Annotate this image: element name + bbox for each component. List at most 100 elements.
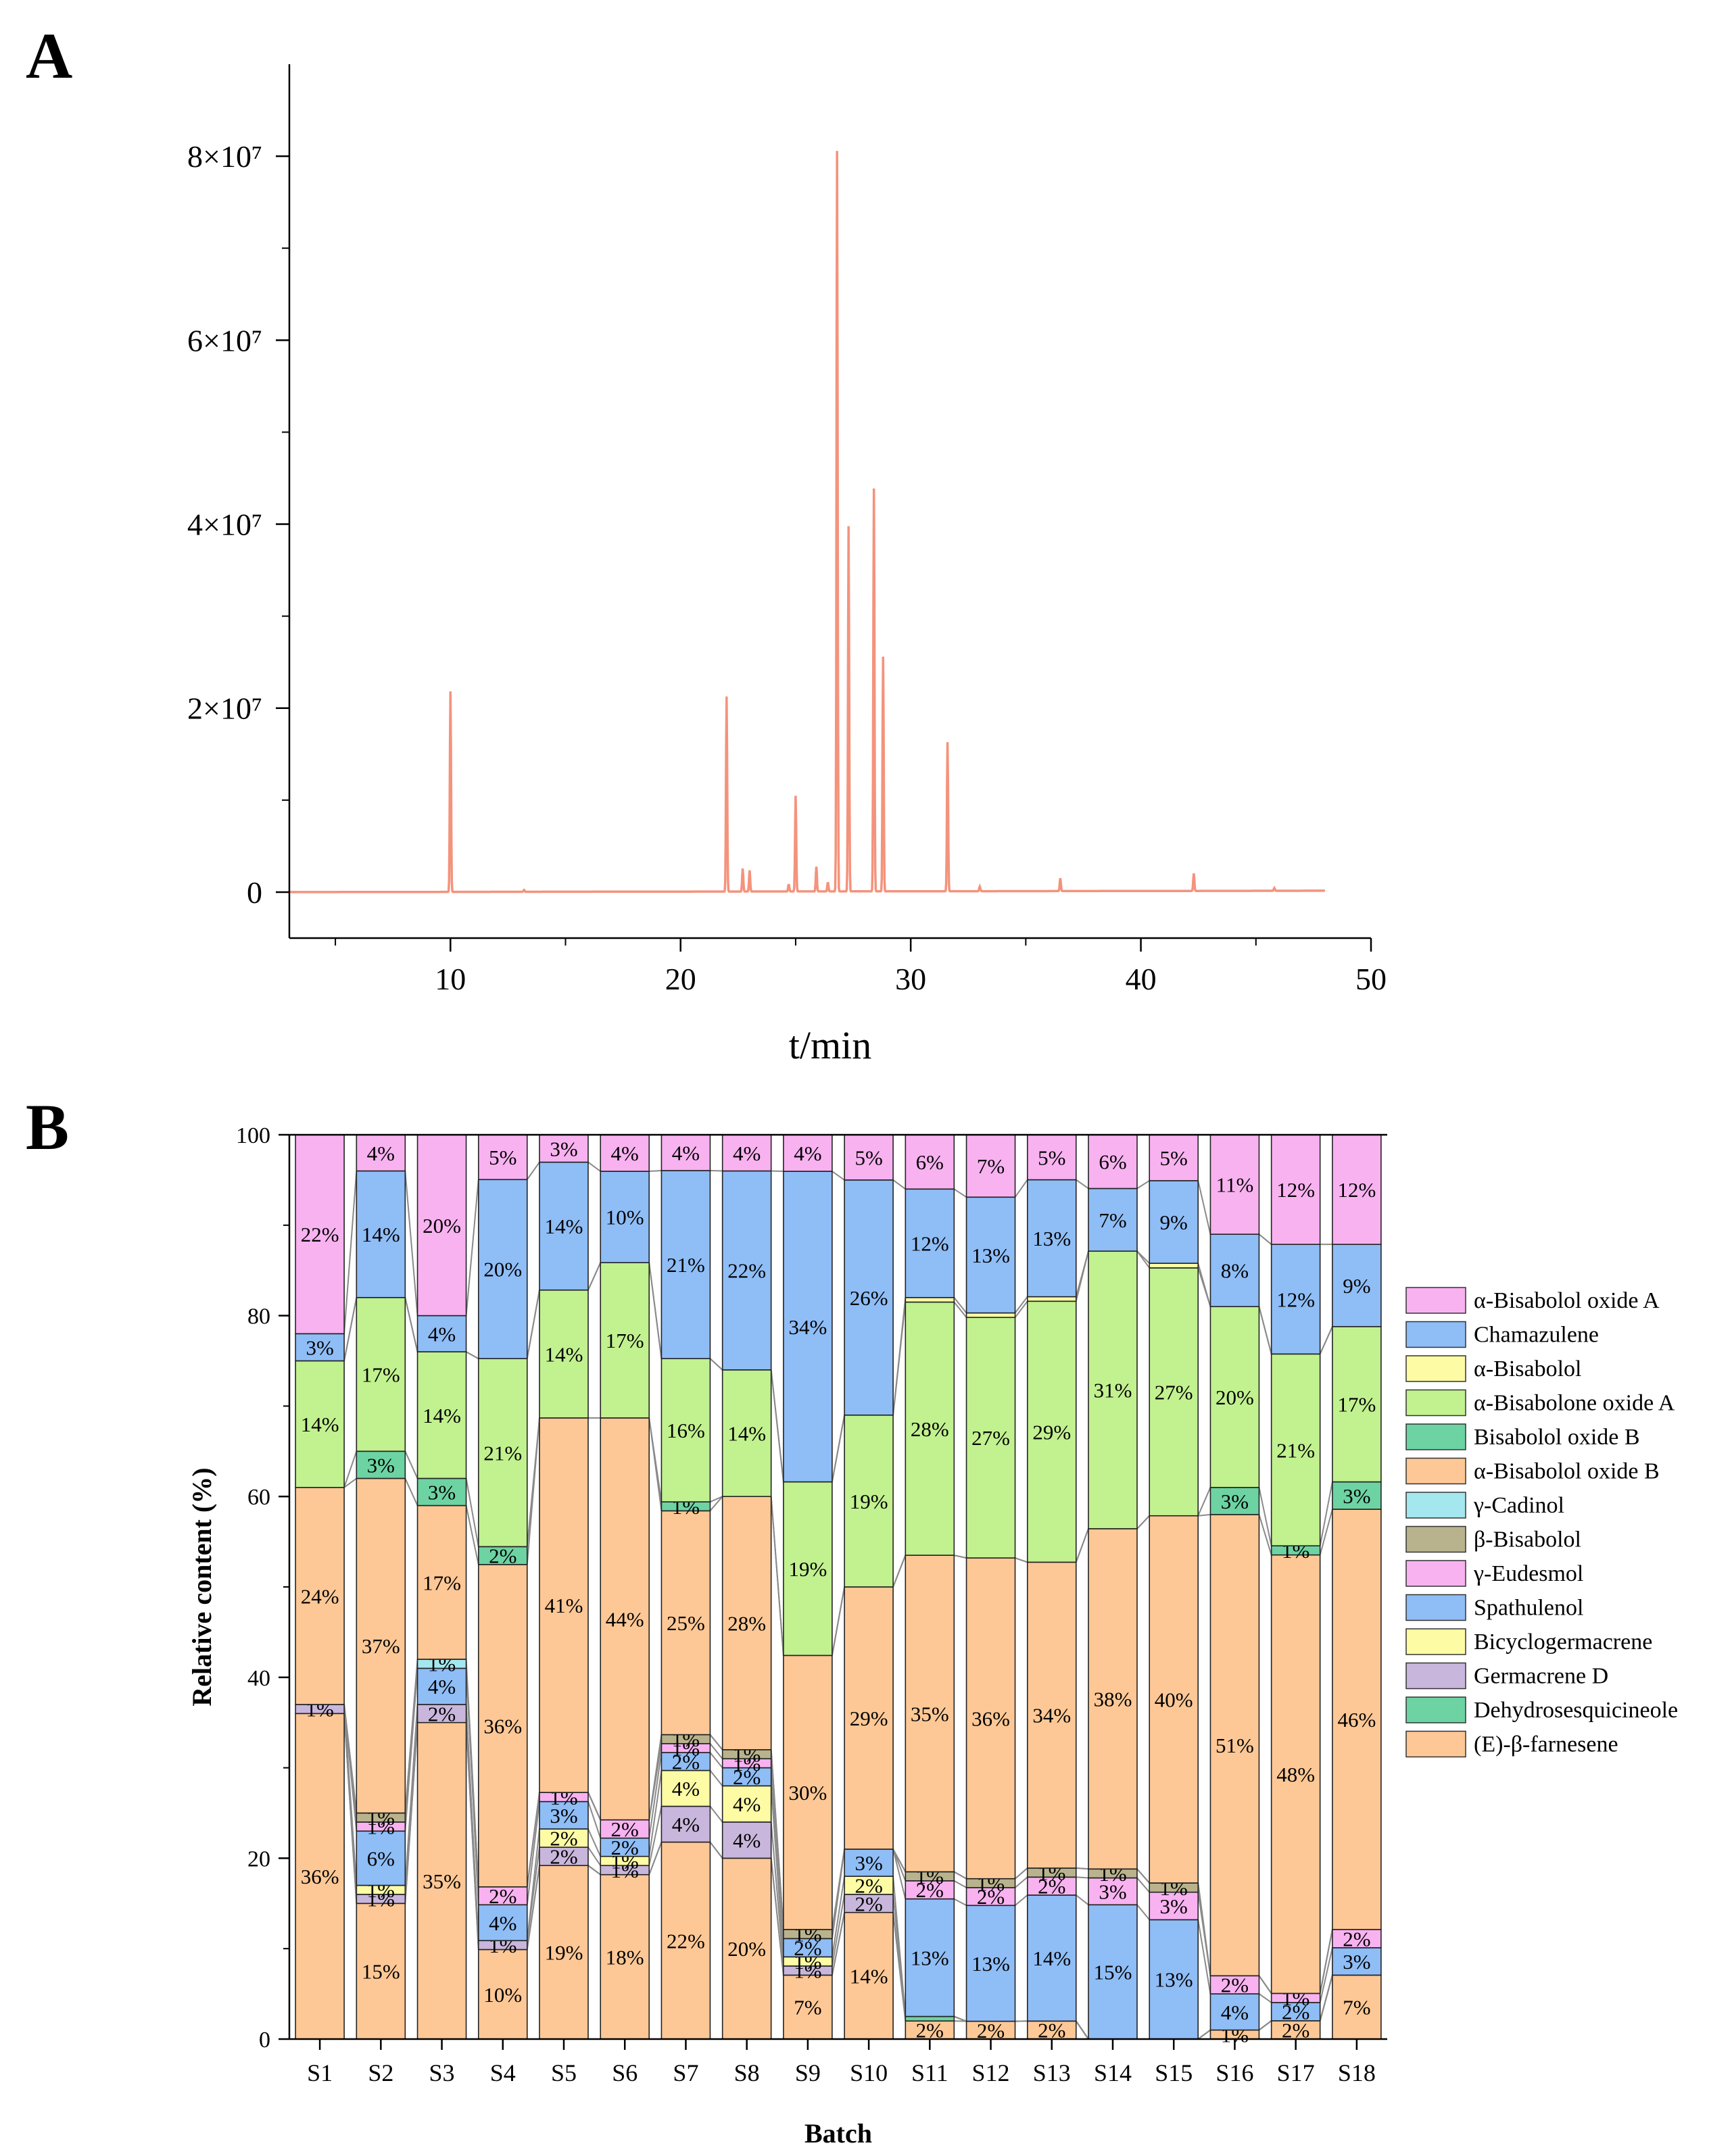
data-label: 19% xyxy=(850,1490,888,1513)
bar-segment xyxy=(356,1170,406,1298)
data-label: 4% xyxy=(794,1142,821,1165)
data-label: 5% xyxy=(1160,1146,1188,1170)
connector-line xyxy=(832,1171,845,1181)
y-tick-label: 4×10⁷ xyxy=(187,508,262,542)
bar-segment xyxy=(721,1857,772,2040)
bar-group-s12: 2%13%2%1%36%27%13%7% xyxy=(965,1134,1016,2042)
data-label: 15% xyxy=(362,1960,400,1984)
connector-line xyxy=(1319,1947,1333,2003)
data-label: 3% xyxy=(1221,1490,1249,1513)
data-label: 9% xyxy=(1343,1274,1370,1298)
connector-line xyxy=(892,1297,907,1415)
connector-line xyxy=(648,1752,663,1838)
connector-line xyxy=(892,1876,907,2017)
data-label: 3% xyxy=(306,1336,333,1359)
data-label: 44% xyxy=(606,1607,644,1631)
connector-line xyxy=(892,1848,907,1872)
data-label: 37% xyxy=(362,1634,400,1658)
bar-segment xyxy=(844,1586,894,1850)
data-label: 27% xyxy=(971,1426,1010,1450)
connector-line xyxy=(770,1369,784,1482)
y-tick-label: 8×10⁷ xyxy=(187,139,262,174)
bar-segment xyxy=(295,1134,345,1335)
data-label: 4% xyxy=(672,1813,700,1836)
connector-line xyxy=(648,1806,663,1866)
data-label: 9% xyxy=(1160,1210,1188,1234)
bar-segment xyxy=(1332,1481,1382,1510)
legend-item: (E)-β-farnesene xyxy=(1405,1730,1618,1758)
bar-segment xyxy=(1026,1561,1077,1869)
bar-segment xyxy=(965,1905,1016,2022)
x-tick-label: S5 xyxy=(551,2059,577,2086)
connector-line xyxy=(1197,1882,1211,1976)
data-label: 5% xyxy=(1038,1146,1065,1169)
connector-line xyxy=(1014,1894,1028,1907)
y-tick-label: 60 xyxy=(247,1485,270,1510)
connector-line xyxy=(709,1734,723,1750)
connector-line xyxy=(1197,1487,1211,1517)
bar-connectors xyxy=(343,1161,1333,2040)
connector-line xyxy=(953,1188,967,1198)
connector-line xyxy=(587,1161,601,1172)
legend-swatch xyxy=(1405,1628,1466,1655)
x-tick-label: S13 xyxy=(1033,2059,1071,2086)
data-label: 17% xyxy=(423,1571,461,1594)
data-label: 18% xyxy=(606,1945,644,1969)
data-label: 4% xyxy=(489,1911,516,1935)
legend-item: α-Bisabolol oxide B xyxy=(1405,1457,1660,1485)
data-label: 2% xyxy=(550,1827,577,1851)
data-label: 2% xyxy=(855,1892,882,1915)
legend-swatch xyxy=(1405,1662,1466,1690)
legend-swatch xyxy=(1405,1389,1466,1417)
data-label: 38% xyxy=(1094,1688,1132,1711)
x-tick-label: 10 xyxy=(435,962,466,996)
data-label: 5% xyxy=(855,1146,882,1169)
connector-line xyxy=(892,1848,907,1899)
data-label: 19% xyxy=(788,1557,827,1581)
connector-line xyxy=(1075,1528,1089,1563)
bar-segment xyxy=(1270,1353,1321,1546)
connector-line xyxy=(343,1297,358,1361)
data-label: 14% xyxy=(545,1215,583,1238)
data-label: 22% xyxy=(727,1259,766,1283)
chart-legend: α-Bisabolol oxide A Chamazulene α-Bisabolo… xyxy=(1405,1287,1678,1758)
connector-line xyxy=(953,1880,967,1888)
bar-segment xyxy=(539,1417,589,1793)
bar-group-s9: 7%1%1%2%1%30%19%34%4% xyxy=(783,1134,833,2040)
data-label: 22% xyxy=(301,1223,339,1246)
data-label: 19% xyxy=(545,1941,583,1965)
bar-group-s7: 22%4%4%2%1%1%25%1%16%21%4% xyxy=(660,1134,711,2040)
bar-segment xyxy=(844,1179,894,1416)
bar-group-s18: 7%3%2%46%3%17%9%12% xyxy=(1332,1134,1382,2040)
data-label: 17% xyxy=(1337,1393,1376,1417)
bar-segment xyxy=(1149,1267,1199,1517)
connector-line xyxy=(1258,1487,1272,1546)
connector-line xyxy=(1075,1250,1089,1297)
data-label: 3% xyxy=(550,1137,577,1160)
legend-item: α-Bisabolol oxide A xyxy=(1405,1287,1660,1314)
connector-line xyxy=(1258,1975,1272,1994)
connector-line xyxy=(1136,1180,1150,1190)
connector-line xyxy=(526,1801,540,1905)
legend-swatch xyxy=(1405,1594,1466,1621)
data-label: 5% xyxy=(489,1146,516,1169)
data-label: 2% xyxy=(1038,1875,1065,1898)
data-label: 2% xyxy=(794,1936,821,1960)
bar-segment xyxy=(416,1134,467,1317)
connector-line xyxy=(1258,1306,1272,1354)
data-label: 7% xyxy=(977,1154,1005,1178)
connector-line xyxy=(1258,1514,1272,1555)
y-tick-label: 0 xyxy=(259,2028,270,2053)
connector-line xyxy=(953,2015,967,2022)
bar-group-s16: 1%4%2%51%3%20%8%11% xyxy=(1209,1134,1260,2047)
connector-line xyxy=(953,1871,967,1880)
connector-line xyxy=(404,1478,418,1506)
bar-segment xyxy=(1270,1244,1321,1355)
connector-line xyxy=(526,1865,540,1950)
x-tick-label: S12 xyxy=(972,2059,1010,2086)
x-tick-label: S7 xyxy=(673,2059,698,2086)
legend-label: α-Bisabolol xyxy=(1474,1356,1581,1381)
data-label: 6% xyxy=(1099,1150,1126,1174)
y-tick-label: 20 xyxy=(247,1846,270,1871)
x-axis-title: Batch xyxy=(804,2118,872,2149)
